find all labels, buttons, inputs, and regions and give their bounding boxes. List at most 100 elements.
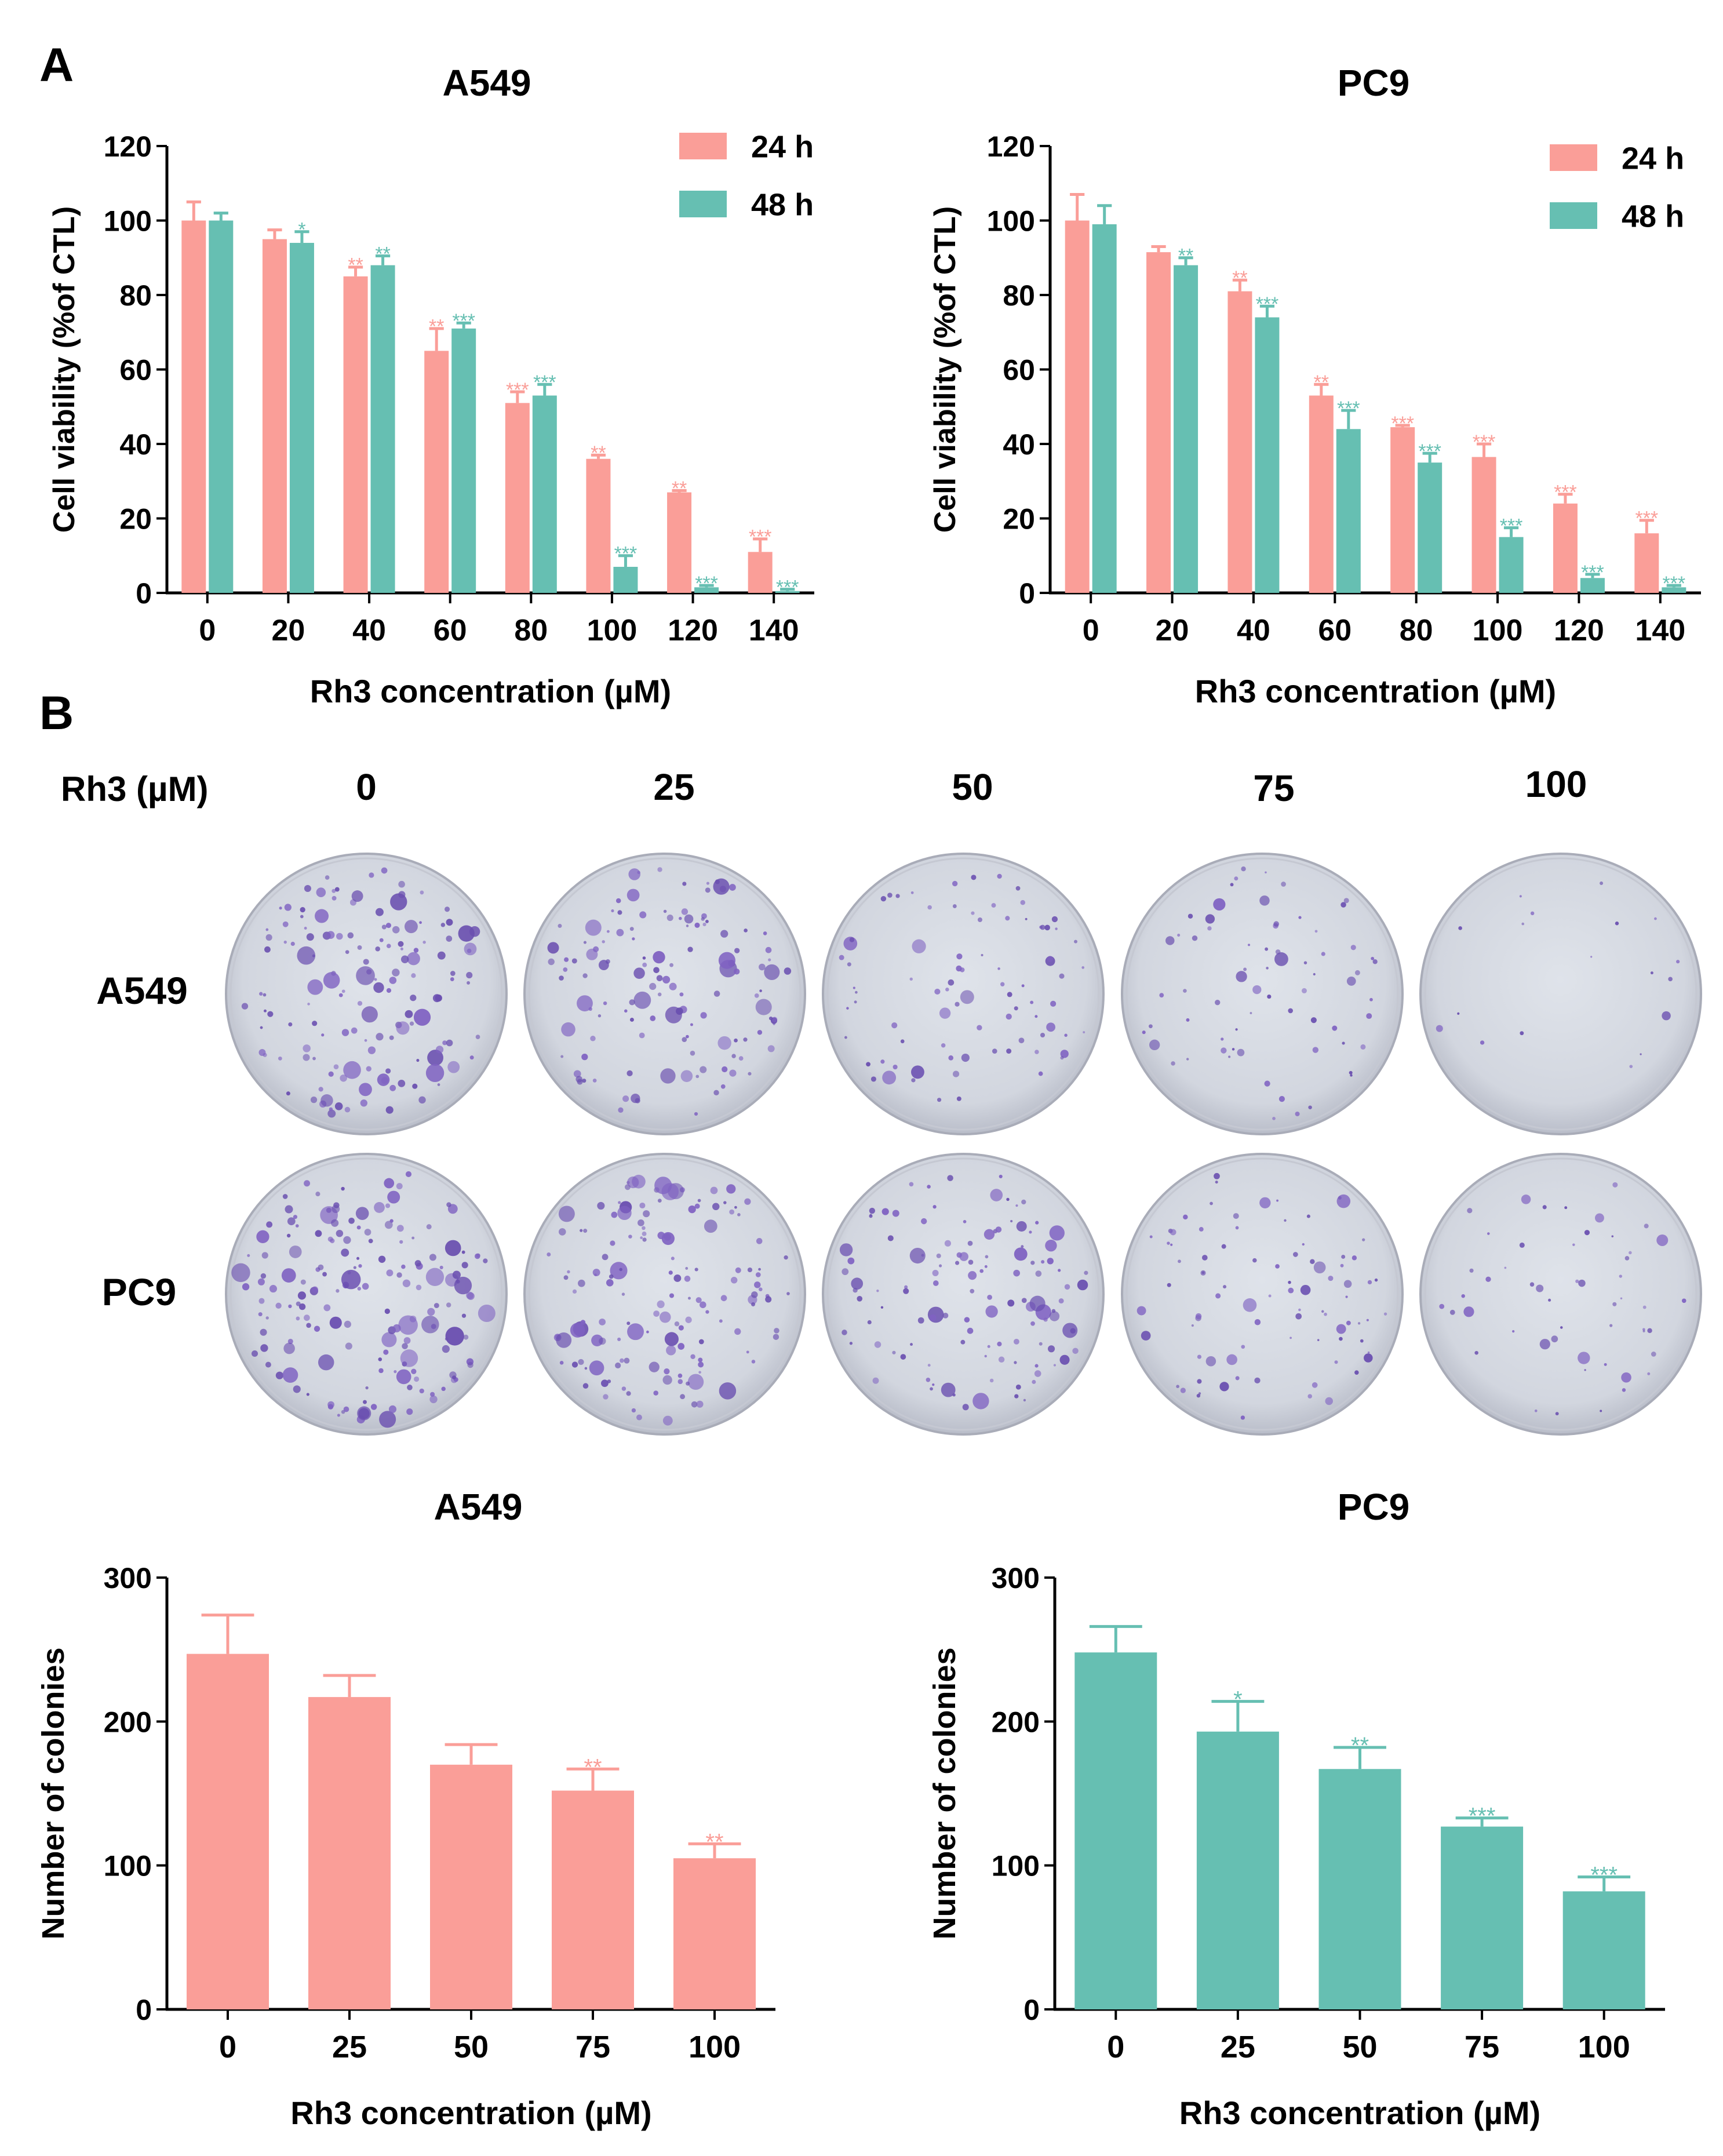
colony-plate — [1419, 853, 1702, 1135]
colony-dot — [563, 967, 568, 972]
colony-dot — [1542, 1205, 1547, 1210]
colony-dot — [556, 1332, 572, 1348]
colony-dot — [1519, 895, 1522, 898]
colony-dot — [416, 1284, 422, 1291]
colony-dot — [619, 1268, 622, 1272]
colony-dot — [351, 1027, 358, 1034]
significance-label: *** — [749, 526, 772, 548]
colony-dot — [1622, 1388, 1626, 1392]
colony-dot — [1165, 936, 1175, 945]
colony-dot — [650, 1015, 656, 1021]
colony-dot — [677, 1373, 683, 1378]
colony-dot — [355, 1207, 369, 1220]
x-tick-label: 140 — [749, 614, 799, 647]
x-tick-label: 50 — [454, 2030, 489, 2064]
colony-dot — [297, 1291, 306, 1300]
colony-dot — [610, 1240, 615, 1246]
y-tick-label: 100 — [992, 1850, 1040, 1882]
colony-dot — [909, 977, 913, 981]
colony-dot — [356, 966, 375, 985]
bar — [1562, 1891, 1645, 2009]
colony-dot — [882, 1070, 897, 1085]
colony-dot — [706, 882, 710, 885]
y-tick-label: 100 — [104, 1850, 152, 1882]
colony-dot — [945, 988, 949, 992]
colony-dot — [231, 1263, 250, 1283]
colony-dot — [1325, 1397, 1333, 1405]
colony-dot — [786, 1292, 790, 1295]
colony-dot — [286, 1233, 291, 1238]
colony-dot — [446, 935, 453, 942]
colony-dot — [1014, 1361, 1017, 1364]
colony-dot — [911, 1078, 916, 1083]
significance-label: *** — [1662, 573, 1685, 595]
panel-a-label: A — [39, 39, 74, 92]
colony-dot — [483, 1258, 488, 1263]
colony-dot — [1521, 1194, 1531, 1204]
colony-dot — [388, 1405, 397, 1414]
colony-dot — [1035, 1221, 1039, 1225]
colony-dot — [1273, 921, 1280, 927]
y-tick-label: 120 — [987, 130, 1035, 163]
colony-dot — [312, 1021, 318, 1026]
colony-dot — [686, 1381, 690, 1386]
x-tick-label: 100 — [1473, 614, 1523, 647]
y-tick-label: 300 — [992, 1562, 1040, 1594]
colony-dot — [900, 1354, 906, 1360]
colony-dot — [1647, 1372, 1651, 1375]
colony-dot — [564, 957, 569, 962]
colony-dot — [581, 1054, 588, 1061]
colony-dot — [442, 1345, 450, 1353]
colony-dot — [599, 1319, 606, 1325]
x-tick-label: 0 — [1107, 2030, 1124, 2064]
colony-dot — [987, 1295, 992, 1300]
colony-dot — [264, 946, 271, 953]
colony-dot — [1350, 945, 1356, 950]
x-tick-label: 0 — [219, 2030, 236, 2064]
colony-dot — [1183, 989, 1187, 993]
colony-dot — [702, 923, 706, 927]
colony-dot — [932, 1280, 939, 1286]
colony-dot — [904, 1285, 908, 1289]
colony-dot — [467, 1292, 475, 1300]
colony-dot — [570, 1323, 585, 1338]
colony-dot — [315, 1192, 320, 1197]
colony-dot — [296, 1301, 301, 1306]
colony-dot — [429, 1254, 436, 1261]
colony-dot — [617, 1337, 621, 1342]
colony-dot — [1439, 1303, 1445, 1309]
colony-dot — [367, 1046, 376, 1054]
colony-dot — [611, 1211, 618, 1218]
colony-dot — [466, 972, 473, 979]
colony-dot — [1369, 997, 1373, 1001]
bar — [1309, 395, 1334, 593]
colony-dot — [1000, 982, 1005, 986]
significance-label: *** — [533, 372, 556, 394]
bar — [552, 1790, 634, 2009]
bar — [1318, 1769, 1401, 2009]
colony-dot — [258, 1049, 266, 1057]
colony-dot — [1013, 1269, 1021, 1277]
colony-dot — [1176, 1385, 1179, 1389]
colony-dot — [333, 1202, 340, 1208]
colony-dot — [1215, 1293, 1221, 1299]
colony-dot — [374, 978, 377, 981]
colony-dot — [997, 967, 1000, 970]
colony-dot — [639, 1202, 646, 1209]
colony-dot — [1662, 1011, 1671, 1021]
colony-dot — [968, 1259, 974, 1265]
colony-dot — [768, 1017, 773, 1021]
x-tick-label: 60 — [1318, 614, 1352, 647]
colony-dot — [582, 1383, 589, 1389]
colony-dot — [396, 1183, 403, 1190]
colony-dot — [1584, 1230, 1590, 1236]
colony-dot — [1457, 1012, 1460, 1015]
colony-dot — [461, 1313, 467, 1318]
colony-dot — [1055, 927, 1058, 930]
colony-dot — [962, 1404, 969, 1411]
colony-dot — [445, 1337, 449, 1341]
colony-dot — [384, 1308, 390, 1314]
x-axis-label: Rh3 concentration (µM) — [290, 2095, 651, 2131]
colony-dot — [247, 1254, 250, 1257]
